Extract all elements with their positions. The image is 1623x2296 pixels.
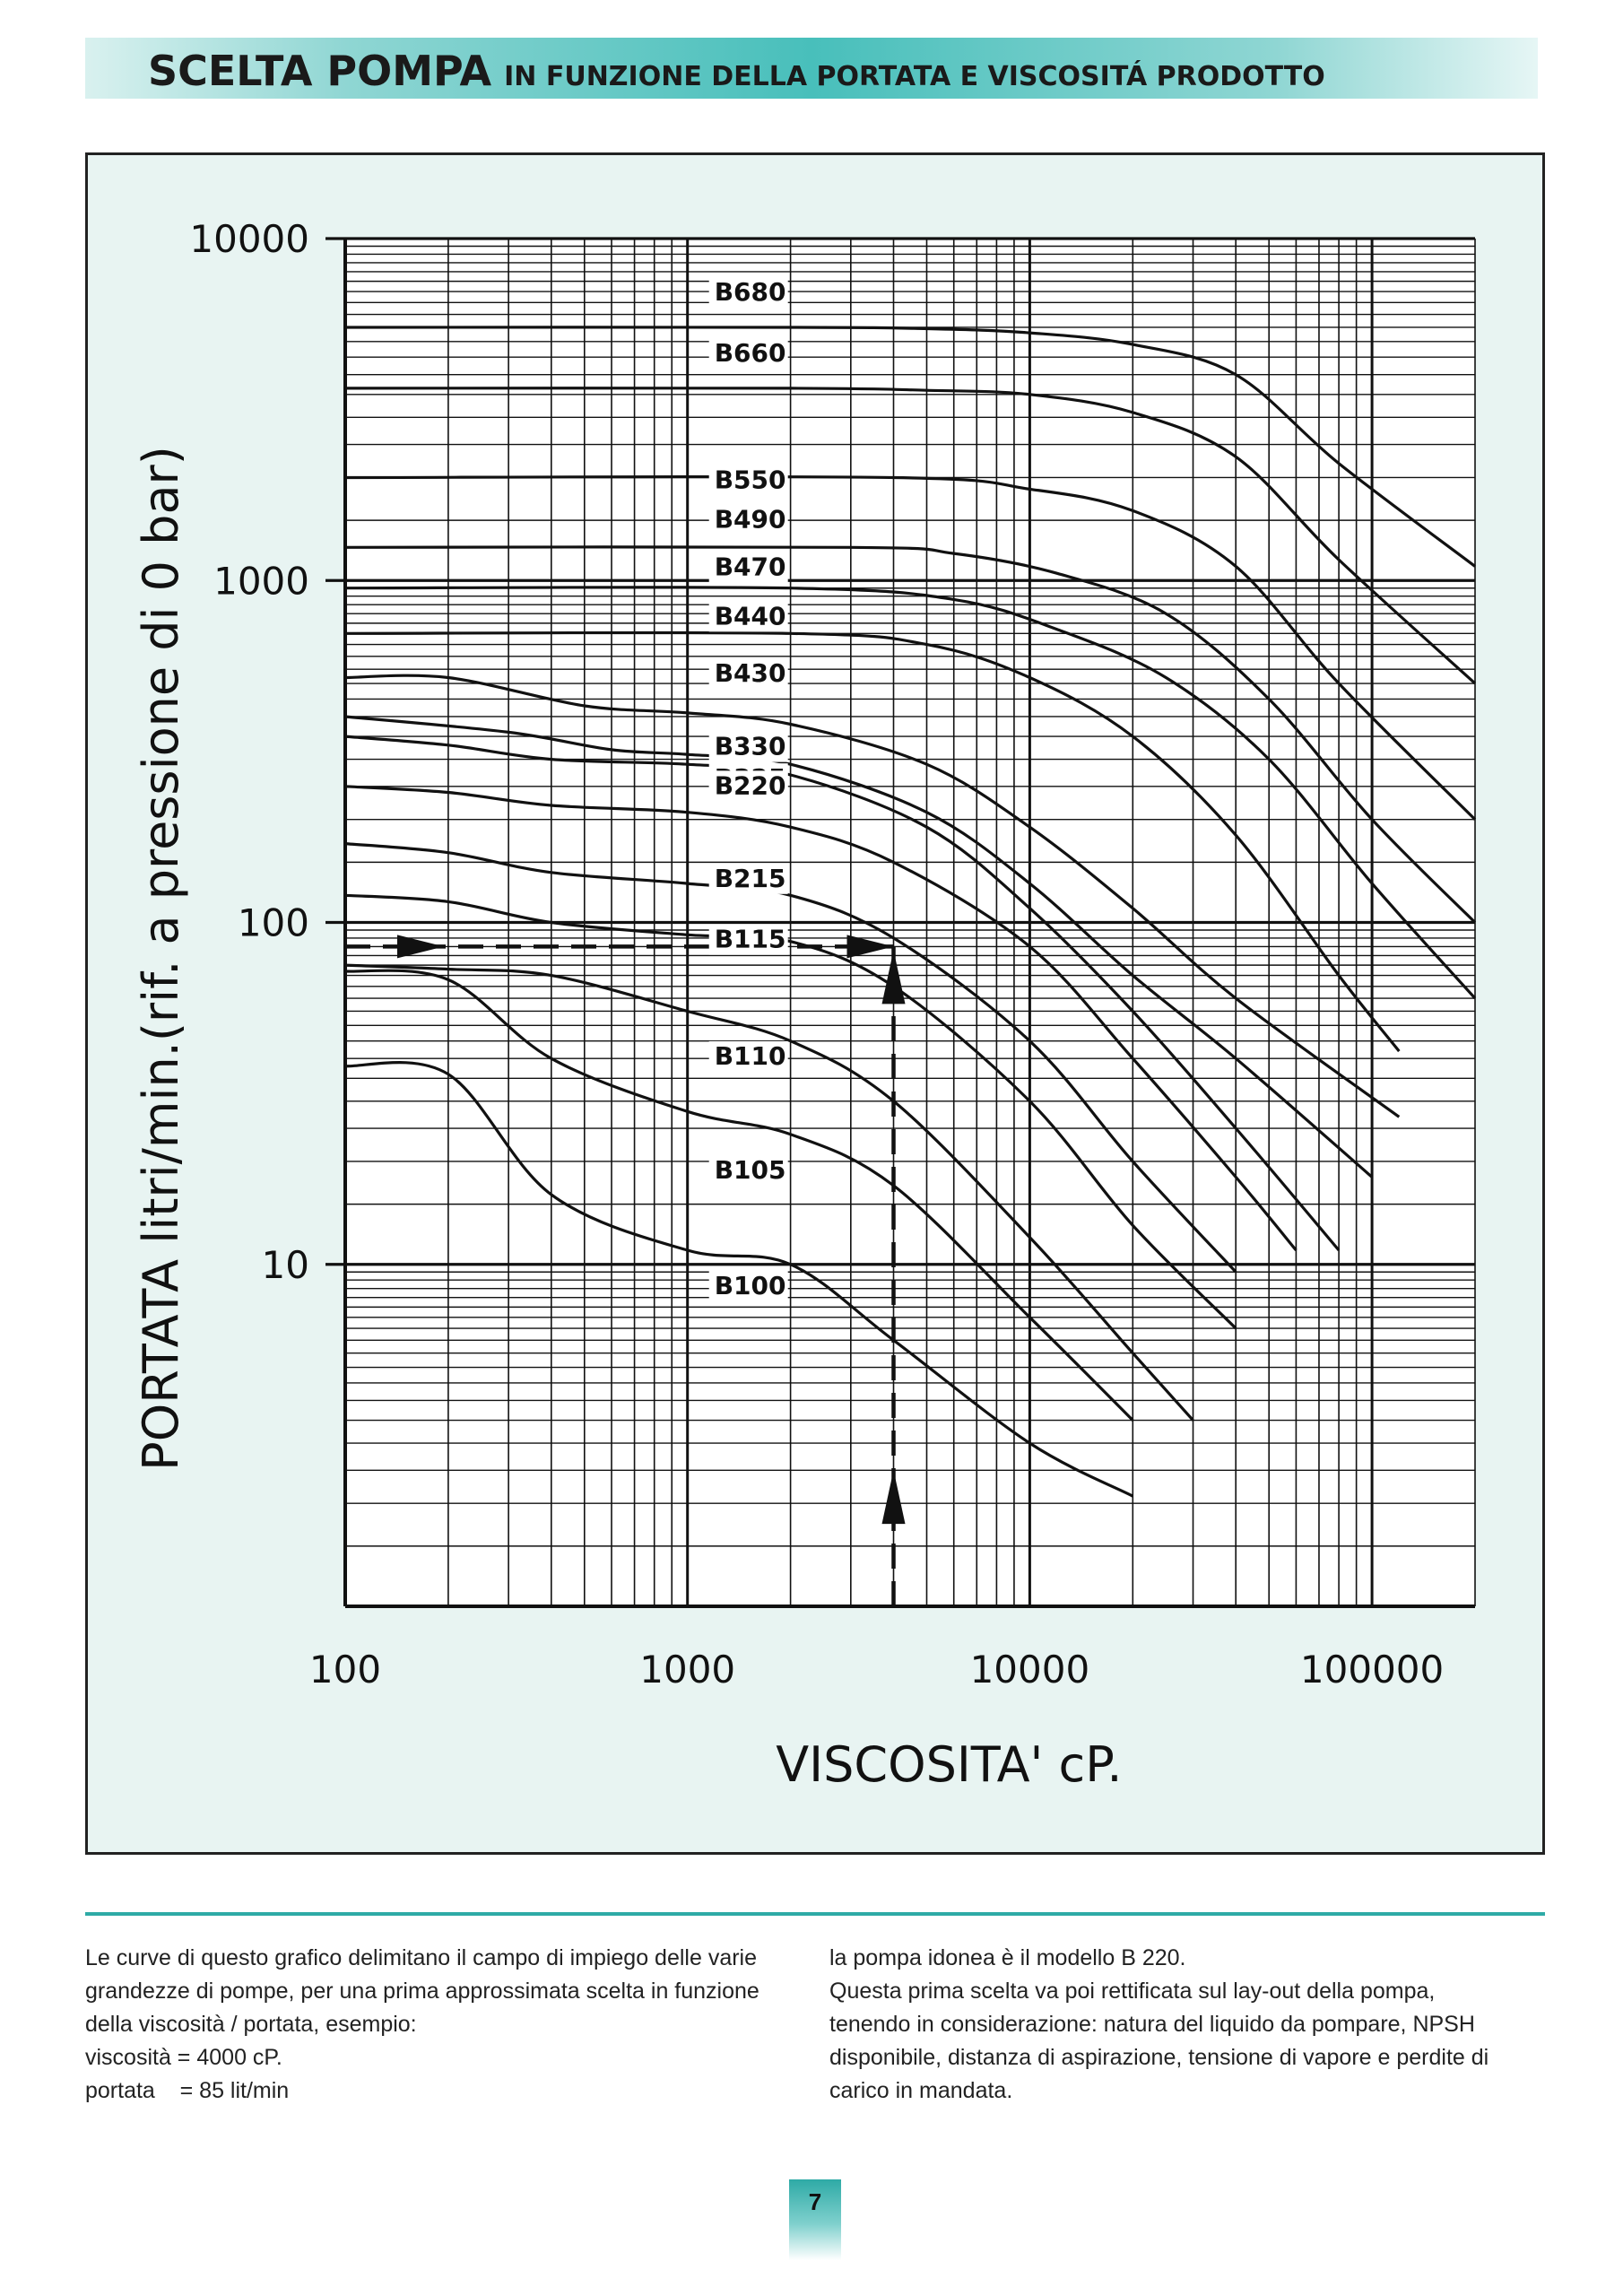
x-tick-label: 100000 bbox=[1300, 1648, 1444, 1692]
series-label-b440: B440 bbox=[715, 601, 786, 631]
series-label-bg bbox=[708, 658, 788, 690]
series-label-bg bbox=[708, 924, 788, 955]
x-axis-label: VISCOSITA' cP. bbox=[776, 1736, 1122, 1793]
series-line-b550 bbox=[344, 474, 1477, 821]
series-label-bg bbox=[708, 552, 788, 583]
divider bbox=[85, 1912, 1545, 1916]
series-label-bg bbox=[708, 1155, 788, 1187]
series-line-b660 bbox=[344, 387, 1477, 685]
page-number: 7 bbox=[808, 2188, 822, 2215]
y-axis-label: PORTATA litri/min.(rif. a pressione di 0… bbox=[133, 446, 189, 1471]
chart-frame: B680B660B550B490B470B440B430B330B325B220… bbox=[85, 152, 1545, 1855]
series-label-b220: B220 bbox=[715, 770, 786, 800]
x-tick-label: 10000 bbox=[970, 1648, 1090, 1692]
series-line-b220 bbox=[344, 785, 1298, 1252]
series-line-b440 bbox=[344, 631, 1401, 1053]
series-line-b215 bbox=[344, 842, 1237, 1274]
series-label-bg bbox=[708, 601, 788, 632]
y-tick-label: 1000 bbox=[213, 559, 309, 603]
desc-line: tenendo in considerazione: natura del li… bbox=[829, 2012, 1475, 2037]
arrow-up-icon bbox=[881, 1470, 906, 1525]
desc-line: Questa prima scelta va poi rettificata s… bbox=[829, 1979, 1436, 2004]
desc-line: la pompa idonea è il modello B 220. bbox=[829, 1945, 1186, 1970]
series-label-bg bbox=[708, 337, 788, 369]
series-line-b430 bbox=[344, 674, 1401, 1118]
series-label-b330: B330 bbox=[715, 732, 786, 761]
series-label-b680: B680 bbox=[715, 277, 786, 307]
header-banner: SCELTA POMPA IN FUNZIONE DELLA PORTATA E … bbox=[85, 38, 1538, 99]
series-label-b110: B110 bbox=[715, 1041, 786, 1071]
desc-line: viscosità = 4000 cP. bbox=[85, 2045, 282, 2070]
series-line-b100 bbox=[344, 1061, 1134, 1498]
desc-line: della viscosità / portata, esempio: bbox=[85, 2012, 417, 2037]
series-label-b550: B550 bbox=[715, 465, 786, 494]
desc-line: grandezze di pompe, per una prima appros… bbox=[85, 1979, 759, 2004]
page-number-tab: 7 bbox=[789, 2179, 841, 2260]
y-tick-label: 10 bbox=[262, 1243, 309, 1287]
arrow-up-icon bbox=[881, 950, 906, 1004]
title-sub: IN FUNZIONE DELLA PORTATA E VISCOSITÁ PR… bbox=[504, 61, 1325, 92]
series-label-b115: B115 bbox=[715, 925, 786, 954]
desc-line: Le curve di questo grafico delimitano il… bbox=[85, 1945, 758, 1970]
series-line-b470 bbox=[344, 586, 1477, 1000]
desc-line: portata = 85 lit/min bbox=[85, 2078, 290, 2103]
series-labels: B680B660B550B490B470B440B430B330B325B220… bbox=[708, 276, 788, 1302]
series-label-bg bbox=[708, 504, 788, 535]
series-line-b330 bbox=[344, 715, 1374, 1178]
y-tick-label: 100 bbox=[238, 901, 309, 945]
x-tick-label: 100 bbox=[309, 1648, 381, 1692]
series-label-bg bbox=[708, 276, 788, 308]
example-annotation bbox=[345, 935, 906, 1606]
tick-labels: 100 1000 10000 100000 10 100 1000 10000 bbox=[189, 217, 1444, 1692]
grid bbox=[325, 237, 1476, 1608]
series-line-b110 bbox=[344, 963, 1194, 1422]
series-label-bg bbox=[708, 731, 788, 762]
series-label-b215: B215 bbox=[715, 864, 786, 893]
series-line-b325 bbox=[344, 735, 1341, 1252]
desc-line: carico in mandata. bbox=[829, 2078, 1013, 2103]
desc-line: disponibile, distanza di aspirazione, te… bbox=[829, 2045, 1489, 2070]
series-label-bg bbox=[708, 770, 788, 802]
series-label-b430: B430 bbox=[715, 658, 786, 688]
page-title: SCELTA POMPA IN FUNZIONE DELLA PORTATA E … bbox=[148, 47, 1325, 95]
arrow-right-icon bbox=[397, 935, 444, 959]
description-left: Le curve di questo grafico delimitano il… bbox=[85, 1942, 803, 2108]
series-label-b105: B105 bbox=[715, 1155, 786, 1185]
series-line-b105 bbox=[344, 969, 1134, 1422]
series-line-b490 bbox=[344, 545, 1477, 924]
series-label-bg bbox=[708, 1271, 788, 1302]
series-label-bg bbox=[708, 465, 788, 496]
arrow-right-icon bbox=[846, 935, 894, 959]
series-label-bg bbox=[708, 863, 788, 894]
description-right: la pompa idonea è il modello B 220. Ques… bbox=[829, 1942, 1547, 2108]
series-label-bg bbox=[708, 1040, 788, 1072]
y-tick-label: 10000 bbox=[189, 217, 309, 261]
x-tick-label: 1000 bbox=[639, 1648, 735, 1692]
pump-selection-chart: B680B660B550B490B470B440B430B330B325B220… bbox=[133, 217, 1477, 1793]
series-label-b100: B100 bbox=[715, 1271, 786, 1300]
series-label-b490: B490 bbox=[715, 504, 786, 534]
series-label-b660: B660 bbox=[715, 338, 786, 368]
title-main: SCELTA POMPA bbox=[148, 47, 492, 95]
series-line-b680 bbox=[344, 326, 1476, 568]
series-label-b470: B470 bbox=[715, 552, 786, 582]
